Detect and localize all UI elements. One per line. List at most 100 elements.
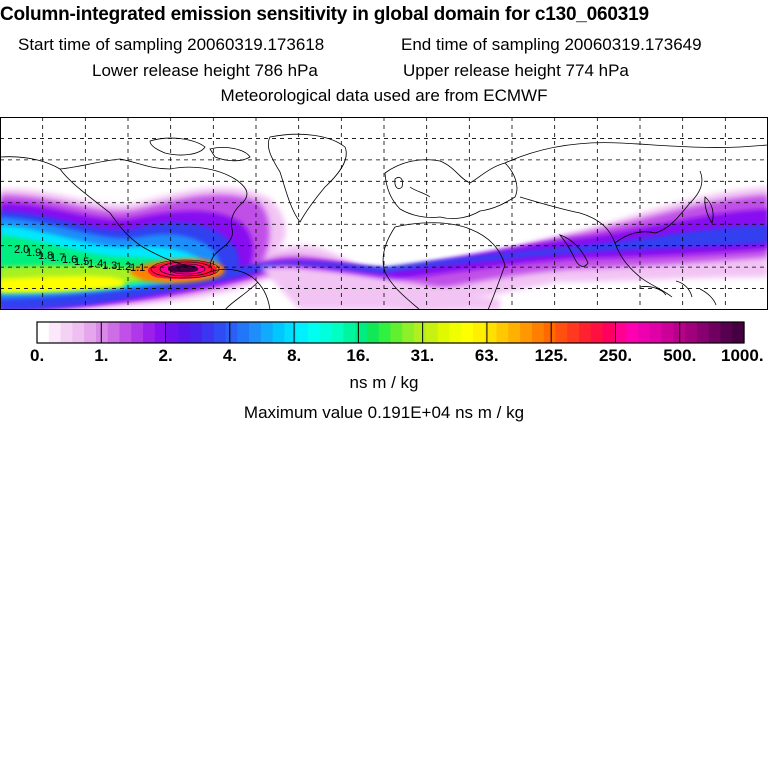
colorbar-tick-label: 500.	[663, 346, 697, 365]
colorbar-swatch	[708, 322, 722, 343]
colorbar-swatch	[296, 322, 309, 343]
colorbar-swatch	[72, 322, 85, 343]
colorbar-tick-label: 16.	[346, 346, 370, 365]
colorbar-swatch	[425, 322, 439, 343]
contour-label: 1.8	[38, 250, 53, 262]
coast-africa	[382, 222, 506, 310]
maximum-value-label: Maximum value 0.191E+04 ns m / kg	[243, 403, 525, 422]
colorbar-swatch	[166, 322, 179, 343]
coast-islands-se	[639, 280, 717, 306]
colorbar-swatch	[661, 322, 674, 343]
colorbar-swatch	[720, 322, 733, 343]
colorbar-swatch	[567, 322, 580, 343]
colorbar-swatch	[590, 322, 604, 343]
met-data-label: Meteorological data used are from ECMWF	[220, 86, 548, 105]
contour-ring	[177, 265, 199, 273]
colorbar-tick-label: 250.	[598, 346, 633, 365]
colorbar-tick-label: 2.	[158, 346, 173, 365]
colorbar-swatch	[614, 322, 627, 343]
colorbar-swatch	[579, 322, 592, 343]
coast-europe	[384, 159, 518, 219]
coast-britain	[394, 177, 403, 189]
colorbar-swatch	[637, 322, 651, 343]
contour-ring	[168, 263, 206, 275]
contour-label: 1.3	[102, 260, 117, 272]
colorbar-swatch	[272, 322, 286, 343]
colorbar-swatch	[531, 322, 545, 343]
graticule	[0, 117, 768, 310]
colorbar-swatch	[696, 322, 710, 343]
plume-yellow	[0, 276, 126, 293]
colorbar	[36, 321, 745, 344]
colorbar-swatch	[390, 322, 403, 343]
colorbar-swatch	[143, 322, 156, 343]
colorbar-swatch	[213, 322, 227, 343]
colorbar-tick-label: 4.	[222, 346, 237, 365]
colorbar-tick-label: 63.	[474, 346, 499, 365]
colorbar-swatch	[237, 322, 250, 343]
sensitivity-plume	[0, 187, 768, 310]
lower-release-label: Lower release height 786 hPa	[92, 61, 318, 80]
colorbar-tick-label: 125.	[534, 346, 568, 365]
contour-label: 1.4	[88, 258, 103, 270]
colorbar-unit: ns m / kg	[349, 373, 419, 392]
colorbar-tick-label: 31.	[410, 346, 435, 365]
coast-japan	[704, 196, 714, 224]
coast-south-america	[209, 268, 271, 310]
colorbar-swatch	[319, 322, 333, 343]
contour-lines	[150, 259, 220, 279]
colorbar-swatch	[378, 322, 392, 343]
colorbar-swatch	[626, 322, 639, 343]
colorbar-swatch	[225, 322, 238, 343]
contour-label: 1.5	[74, 256, 89, 268]
contour-label: 1.9	[26, 247, 41, 259]
colorbar-swatch	[308, 322, 321, 343]
colorbar-swatch	[520, 322, 533, 343]
coastlines	[0, 133, 768, 310]
colorbar-swatch	[37, 322, 50, 343]
coast-arctic-islands	[149, 137, 251, 162]
contour-label: 2.0	[14, 244, 29, 256]
colorbar-swatch	[472, 322, 486, 343]
colorbar-swatch	[60, 322, 73, 343]
contour-label: 1.7	[50, 252, 65, 264]
colorbar-swatch	[437, 322, 451, 343]
colorbar-swatch	[366, 322, 380, 343]
colorbar-swatch	[555, 322, 568, 343]
colorbar-swatch	[249, 322, 262, 343]
plume-blue	[0, 211, 768, 310]
colorbar-swatch	[649, 322, 663, 343]
upper-release-label: Upper release height 774 hPa	[403, 61, 629, 80]
colorbar-swatch	[178, 322, 191, 343]
colorbar-tick-label: 1000.	[721, 346, 764, 365]
colorbar-swatch	[355, 322, 368, 343]
emission-sensitivity-map: 2.0 1.9 1.8 1.7 1.6 1.5 1.4 1.3 1.2 1.1	[0, 117, 768, 310]
contour-label: 1.6	[62, 254, 77, 266]
colorbar-swatch	[402, 322, 415, 343]
colorbar-swatch	[95, 322, 109, 343]
end-time-label: End time of sampling 20060319.173649	[401, 35, 702, 54]
colorbar-outline	[36, 321, 745, 344]
colorbar-swatch	[119, 322, 132, 343]
colorbar-swatch	[260, 322, 274, 343]
colorbar-swatch	[602, 322, 615, 343]
start-time-label: Start time of sampling 20060319.173618	[18, 35, 325, 54]
coast-india	[558, 234, 589, 267]
colorbar-tick-label: 0.	[30, 346, 45, 365]
colorbar-swatch	[84, 322, 97, 343]
colorbar-swatch	[131, 322, 144, 343]
colorbar-swatch	[284, 322, 297, 343]
colorbar-swatch	[48, 322, 62, 343]
colorbar-swatch	[484, 322, 498, 343]
contour-label: 1.1	[130, 262, 145, 274]
colorbar-swatch	[331, 322, 344, 343]
colorbar-swatch	[107, 322, 121, 343]
colorbar-swatch	[685, 322, 698, 343]
colorbar-swatch	[508, 322, 521, 343]
colorbar-swatch	[461, 322, 474, 343]
colorbar-swatch	[449, 322, 462, 343]
contour-ring	[150, 259, 220, 279]
colorbar-swatch	[732, 322, 745, 343]
colorbar-swatch	[414, 322, 427, 343]
colorbar-swatch	[343, 322, 356, 343]
